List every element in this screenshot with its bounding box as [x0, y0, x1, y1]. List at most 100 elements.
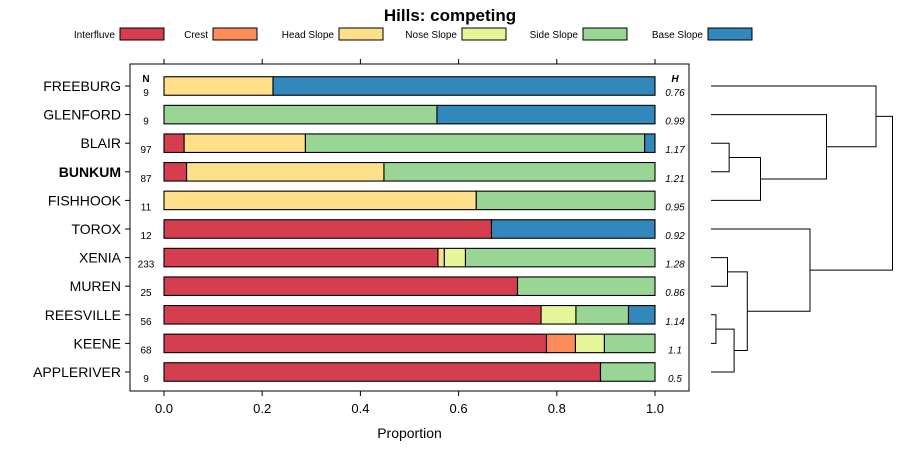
bar-row: XENIA 233 1.28 [79, 247, 685, 271]
bar-row: BLAIR 97 1.17 [81, 133, 685, 156]
legend-item: Crest [184, 27, 258, 41]
legend-label: Head Slope [282, 30, 335, 41]
h-value: 0.99 [665, 117, 685, 128]
bar-segment [574, 333, 605, 354]
bar-segment [163, 304, 542, 325]
bar-segment [163, 362, 602, 382]
bar-row: GLENFORD 9 0.99 [43, 104, 685, 128]
legend-swatch [338, 27, 384, 41]
legend-swatch [461, 27, 507, 41]
legend-item: Base Slope [652, 27, 753, 41]
bar-segment [163, 219, 493, 239]
x-tick-label: 0.2 [253, 401, 271, 416]
dendrogram [711, 85, 893, 373]
legend-swatch [212, 27, 258, 41]
bar-segment [163, 333, 548, 354]
h-value: 1.17 [665, 145, 685, 156]
legend-item: Side Slope [530, 27, 628, 41]
row-label: GLENFORD [43, 107, 121, 123]
h-value: 1.21 [665, 174, 684, 185]
n-header: N [142, 74, 149, 85]
x-tick-label: 0.8 [548, 401, 566, 416]
x-axis-label: Proportion [377, 425, 442, 441]
x-tick-label: 0.0 [155, 401, 173, 416]
dendrogram-branch [810, 115, 893, 271]
bar-row: APPLERIVER 9 0.5 [33, 362, 682, 385]
plot-area: 0.0 0.2 0.4 0.6 0.8 1.0 N H FREEBURG 9 0.76 GLENFOR… [33, 59, 690, 416]
bar-segment [304, 133, 646, 153]
n-value: 9 [143, 374, 149, 385]
bar-segment [545, 333, 577, 354]
h-value: 1.14 [665, 317, 685, 328]
bar-segment [575, 304, 630, 325]
x-tick-label: 0.6 [450, 401, 468, 416]
legend-swatch [707, 27, 753, 41]
legend-label: Crest [184, 30, 208, 41]
bar-row: MUREN 25 0.86 [70, 276, 685, 299]
h-value: 1.28 [665, 260, 685, 271]
bar-segment [599, 362, 656, 382]
h-value: 0.92 [665, 231, 685, 242]
n-value: 11 [141, 202, 152, 213]
bar-segment [186, 162, 385, 182]
bar-segment [475, 190, 656, 211]
bar-segment [436, 104, 656, 125]
h-value: 0.86 [665, 288, 685, 299]
bar-segment [516, 276, 656, 297]
row-label: BLAIR [81, 135, 121, 151]
n-value: 12 [140, 231, 152, 242]
n-value: 87 [140, 174, 152, 185]
bar-row: REESVILLE 56 1.14 [45, 304, 685, 328]
row-label: KEENE [74, 335, 121, 351]
plot-frame [129, 63, 690, 392]
legend-swatch [582, 27, 628, 41]
bar-segment [627, 304, 656, 325]
n-value: 233 [138, 260, 155, 271]
bar-segment [163, 104, 438, 125]
legend: Interfluve Crest Head Slope Nose Slope Side … [74, 27, 753, 41]
h-value: 0.5 [668, 374, 682, 385]
n-value: 56 [140, 317, 152, 328]
h-value: 0.95 [665, 202, 685, 213]
n-value: 25 [140, 288, 152, 299]
bar-segment [183, 133, 306, 153]
bar-segment [163, 76, 274, 96]
bar-segment [490, 219, 656, 239]
bar-row: TOROX 12 0.92 [71, 219, 685, 242]
legend-label: Base Slope [652, 30, 704, 41]
legend-label: Interfluve [74, 30, 116, 41]
bar-row: BUNKUM 87 1.21 [59, 162, 685, 185]
row-label: BUNKUM [59, 164, 121, 180]
bar-segment [163, 162, 188, 182]
h-value: 0.76 [665, 88, 685, 99]
bar-row: FREEBURG 9 0.76 [43, 76, 685, 99]
n-value: 9 [143, 117, 149, 128]
x-tick-label: 0.4 [351, 401, 369, 416]
n-value: 9 [143, 88, 149, 99]
bar-segment [163, 133, 185, 153]
bar-segment [163, 190, 477, 211]
h-header: H [671, 74, 679, 85]
bar-segment [383, 162, 656, 182]
row-label: XENIA [79, 250, 122, 266]
row-label: APPLERIVER [33, 364, 121, 380]
bar-segment [163, 247, 439, 268]
legend-swatch [119, 27, 165, 41]
n-value: 68 [140, 345, 152, 356]
h-value: 1.1 [668, 345, 682, 356]
row-label: FREEBURG [43, 78, 121, 94]
bar-segment [540, 304, 577, 325]
legend-label: Side Slope [530, 30, 579, 41]
bar-segment [437, 247, 445, 268]
bar-segment [163, 276, 519, 297]
row-label: FISHHOOK [48, 192, 122, 208]
chart-title: Hills: competing [384, 6, 516, 25]
row-label: REESVILLE [45, 307, 121, 323]
bar-segment [464, 247, 656, 268]
x-tick-label: 1.0 [646, 401, 664, 416]
bar-row: KEENE 68 1.1 [74, 333, 682, 356]
row-label: TOROX [71, 221, 121, 237]
row-label: MUREN [70, 278, 121, 294]
n-value: 97 [140, 145, 152, 156]
